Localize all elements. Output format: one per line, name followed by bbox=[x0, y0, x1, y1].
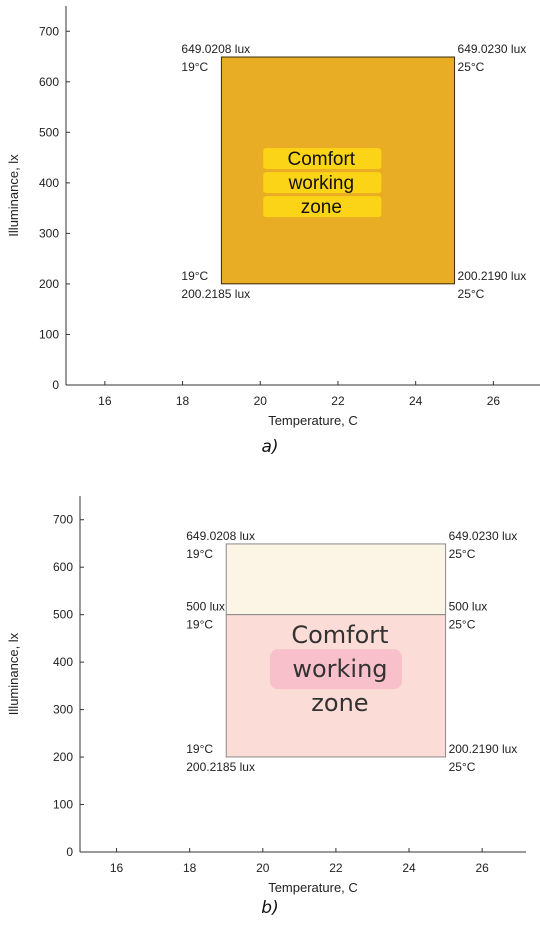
corner-label: 25°C bbox=[458, 60, 485, 74]
zone-highlight bbox=[263, 148, 382, 170]
x-tick-label: 16 bbox=[98, 394, 112, 408]
panel-label-a: a) bbox=[261, 437, 279, 457]
x-tick-label: 18 bbox=[176, 394, 190, 408]
corner-label: 19°C bbox=[186, 742, 213, 756]
chart-a: 16 18 20 22 24 26 0 100 200 300 400 500 600 700 Temper… bbox=[6, 6, 540, 428]
comfort-region-0 bbox=[220, 56, 456, 285]
x-axis-label: Temperature, C bbox=[268, 413, 358, 428]
x-tick-label: 24 bbox=[409, 394, 423, 408]
x-tick-label: 22 bbox=[331, 394, 345, 408]
corner-label: 649.0208 lux bbox=[186, 529, 255, 543]
zone-highlight bbox=[263, 196, 382, 218]
corner-label: 25°C bbox=[458, 287, 485, 301]
y-tick-label: 700 bbox=[53, 513, 73, 527]
y-tick-label: 300 bbox=[39, 226, 59, 240]
x-tick-label: 18 bbox=[183, 861, 197, 875]
corner-label: 19°C bbox=[181, 269, 208, 283]
corner-label: 200.2190 lux bbox=[458, 269, 527, 283]
y-tick-label: 100 bbox=[53, 798, 73, 812]
y-tick-label: 700 bbox=[39, 24, 59, 38]
corner-label: 500 lux bbox=[186, 600, 225, 614]
y-tick-label: 200 bbox=[39, 277, 59, 291]
panel-label-b: b) bbox=[261, 898, 279, 918]
corner-label: 25°C bbox=[449, 760, 476, 774]
corner-label: 500 lux bbox=[449, 600, 488, 614]
corner-label: 19°C bbox=[181, 60, 208, 74]
y-tick-label: 200 bbox=[53, 750, 73, 764]
y-tick-label: 400 bbox=[39, 176, 59, 190]
x-tick-label: 26 bbox=[475, 861, 489, 875]
y-tick-label: 0 bbox=[66, 845, 73, 859]
corner-label: 25°C bbox=[449, 618, 476, 632]
zone-highlight bbox=[269, 649, 402, 690]
corner-label: 200.2185 lux bbox=[181, 287, 250, 301]
comfort-region-0 bbox=[225, 543, 447, 616]
chart-b: 16 18 20 22 24 26 0 100 200 300 400 500 600 700 Temper… bbox=[6, 496, 526, 895]
x-tick-label: 20 bbox=[256, 861, 270, 875]
x-axis-label: Temperature, C bbox=[268, 880, 358, 895]
zone-label: working bbox=[292, 655, 387, 683]
zone-label: Comfort bbox=[291, 621, 388, 649]
x-tick-label: 22 bbox=[329, 861, 343, 875]
zone-label: working bbox=[288, 173, 354, 194]
y-tick-label: 0 bbox=[52, 378, 59, 392]
corner-label: 25°C bbox=[449, 547, 476, 561]
x-tick-label: 16 bbox=[110, 861, 124, 875]
y-tick-label: 500 bbox=[39, 125, 59, 139]
x-tick-label: 26 bbox=[487, 394, 501, 408]
corner-label: 19°C bbox=[186, 618, 213, 632]
zone-highlight bbox=[263, 172, 382, 194]
y-tick-label: 100 bbox=[39, 327, 59, 341]
zone-label: zone bbox=[301, 197, 342, 218]
corner-label: 649.0230 lux bbox=[458, 42, 527, 56]
y-tick-label: 600 bbox=[39, 75, 59, 89]
corner-label: 200.2185 lux bbox=[186, 760, 255, 774]
y-axis-label: Illuminance, lx bbox=[6, 632, 21, 715]
x-tick-label: 20 bbox=[254, 394, 268, 408]
zone-label: zone bbox=[311, 689, 368, 717]
y-tick-label: 600 bbox=[53, 560, 73, 574]
y-tick-label: 500 bbox=[53, 608, 73, 622]
corner-label: 649.0208 lux bbox=[181, 42, 250, 56]
zone-label: Comfort bbox=[288, 149, 356, 170]
y-tick-label: 400 bbox=[53, 655, 73, 669]
y-tick-label: 300 bbox=[53, 703, 73, 717]
y-axis-label: Illuminance, lx bbox=[6, 154, 21, 237]
corner-label: 649.0230 lux bbox=[449, 529, 518, 543]
x-tick-label: 24 bbox=[402, 861, 416, 875]
corner-label: 19°C bbox=[186, 547, 213, 561]
corner-label: 200.2190 lux bbox=[449, 742, 518, 756]
